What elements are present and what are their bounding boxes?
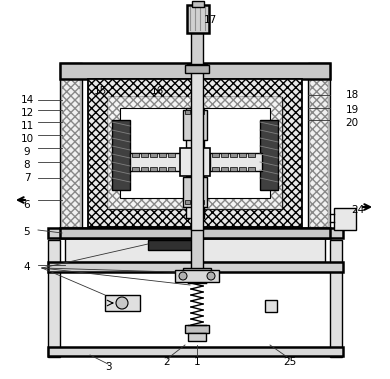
Bar <box>130 153 182 171</box>
Text: 6: 6 <box>24 200 30 210</box>
Bar <box>230 153 237 157</box>
Bar <box>175 270 219 282</box>
Text: 1: 1 <box>194 357 200 367</box>
Bar <box>60 63 82 231</box>
Text: 5: 5 <box>24 227 30 237</box>
Bar <box>132 167 139 171</box>
Bar <box>192 1 204 7</box>
Circle shape <box>179 272 187 280</box>
Bar <box>191 228 203 270</box>
Text: 20: 20 <box>346 118 358 128</box>
Bar <box>188 333 206 341</box>
Bar <box>248 167 255 171</box>
Bar <box>310 79 328 227</box>
Bar <box>185 325 209 333</box>
Text: 9: 9 <box>24 147 30 157</box>
Bar <box>265 300 277 312</box>
Bar <box>260 120 278 190</box>
Bar <box>183 268 211 276</box>
Bar <box>185 65 209 73</box>
Bar <box>212 167 219 171</box>
Bar <box>191 30 203 65</box>
Bar <box>221 153 228 157</box>
Bar <box>239 167 246 171</box>
Bar <box>192 200 197 204</box>
Bar <box>185 200 190 204</box>
Bar <box>192 110 197 114</box>
Bar <box>159 167 166 171</box>
Text: 18: 18 <box>346 90 359 100</box>
Bar <box>105 295 140 311</box>
Text: 19: 19 <box>346 105 359 115</box>
Bar <box>150 153 157 157</box>
Bar <box>334 208 356 230</box>
Text: 8: 8 <box>24 160 30 170</box>
Bar <box>159 153 166 157</box>
Bar <box>120 108 270 198</box>
Bar <box>230 167 237 171</box>
Bar <box>48 228 343 238</box>
Bar <box>148 240 198 250</box>
Bar <box>186 108 204 150</box>
Text: 14: 14 <box>20 95 34 105</box>
Bar <box>108 97 282 209</box>
Text: 24: 24 <box>351 205 365 215</box>
Bar <box>108 97 282 209</box>
Bar <box>199 110 204 114</box>
Bar <box>180 148 210 176</box>
Bar <box>60 63 330 79</box>
Bar <box>141 167 148 171</box>
Text: 25: 25 <box>284 357 297 367</box>
Bar <box>88 79 302 227</box>
Text: 12: 12 <box>20 108 34 118</box>
Bar <box>187 5 209 33</box>
Bar <box>48 240 60 357</box>
Text: 3: 3 <box>105 362 111 372</box>
Bar <box>183 110 207 140</box>
Bar <box>62 65 328 77</box>
Bar <box>62 79 80 227</box>
Text: 15: 15 <box>93 86 106 96</box>
Text: 16: 16 <box>151 86 164 96</box>
Text: 2: 2 <box>164 357 170 367</box>
Bar <box>199 200 204 204</box>
Bar <box>308 63 330 231</box>
Bar <box>187 276 207 282</box>
Bar <box>168 153 175 157</box>
Bar <box>112 120 130 190</box>
Text: 17: 17 <box>203 15 216 25</box>
Text: 11: 11 <box>20 121 34 131</box>
Bar <box>60 228 330 238</box>
Bar <box>248 153 255 157</box>
Bar <box>187 64 207 70</box>
Bar <box>185 110 190 114</box>
Text: 7: 7 <box>24 173 30 183</box>
Bar <box>168 167 175 171</box>
Circle shape <box>116 297 128 309</box>
Bar <box>132 153 139 157</box>
Text: 4: 4 <box>24 262 30 272</box>
Bar <box>65 238 325 262</box>
Bar <box>48 262 343 272</box>
Bar <box>210 153 262 171</box>
Bar <box>212 153 219 157</box>
Bar <box>221 167 228 171</box>
Bar <box>186 176 204 218</box>
Bar <box>48 347 343 356</box>
Bar <box>239 153 246 157</box>
Bar <box>141 153 148 157</box>
Bar <box>191 68 203 230</box>
Bar <box>150 167 157 171</box>
Bar <box>330 240 342 357</box>
Bar <box>183 177 207 207</box>
Circle shape <box>207 272 215 280</box>
Text: 10: 10 <box>20 134 34 144</box>
